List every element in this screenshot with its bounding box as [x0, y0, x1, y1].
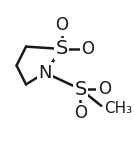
Text: O: O: [81, 40, 94, 58]
Text: O: O: [55, 16, 68, 34]
Text: O: O: [74, 104, 87, 122]
Text: O: O: [98, 80, 111, 98]
Text: CH₃: CH₃: [104, 101, 132, 116]
Text: S: S: [74, 80, 87, 99]
Text: S: S: [55, 39, 68, 58]
Text: N: N: [38, 64, 52, 82]
